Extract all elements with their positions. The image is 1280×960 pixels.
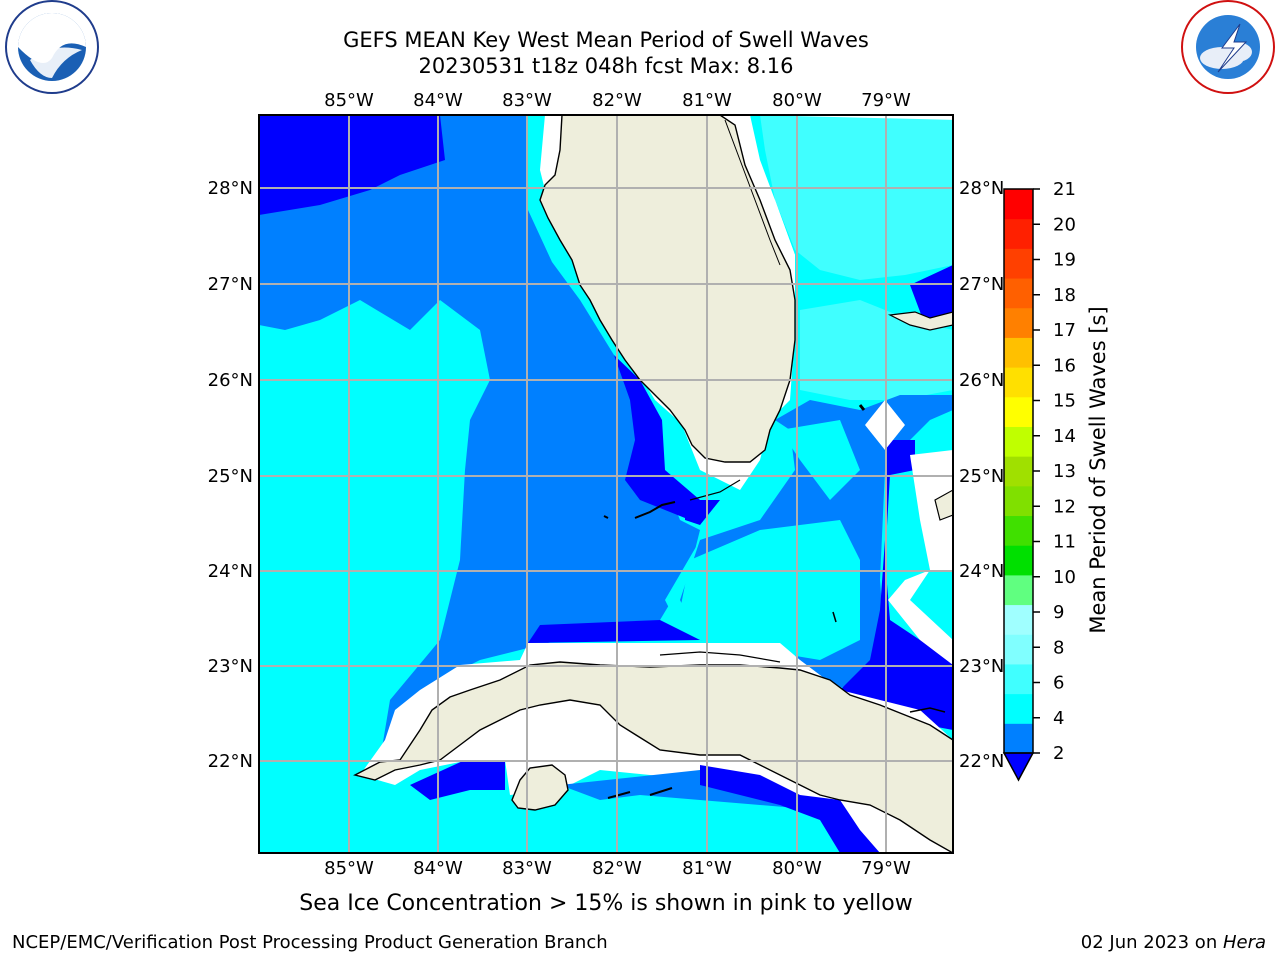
colorbar: 2 4 6 8 9 10 11 12 13 14 15 16 17 18 19 20 21 (1002, 179, 1076, 782)
colorbar-tick-label: 6 (1053, 673, 1064, 694)
lat-label: 23°N (959, 656, 1004, 677)
lon-label: 83°W (502, 90, 552, 111)
footer-date: 02 Jun 2023 on Hera (1081, 932, 1266, 953)
footer-host: Hera (1222, 932, 1266, 953)
colorbar-segment (1004, 604, 1033, 635)
lat-label: 28°N (959, 178, 1004, 199)
lon-label: 82°W (592, 858, 642, 879)
lon-label: 79°W (861, 858, 911, 879)
lat-label: 24°N (208, 561, 253, 582)
lon-label: 79°W (861, 90, 911, 111)
noaa-logo-icon: NOAA (5, 0, 99, 94)
colorbar-tick-label: 9 (1053, 602, 1064, 623)
footer-credit: NCEP/EMC/Verification Post Processing Pr… (12, 932, 608, 953)
sea-ice-caption: Sea Ice Concentration > 15% is shown in … (299, 891, 913, 916)
colorbar-tick-label: 21 (1053, 179, 1076, 200)
lon-label: 85°W (324, 858, 374, 879)
colorbar-label: Mean Period of Swell Waves [s] (1086, 306, 1110, 633)
lon-label: 81°W (682, 90, 732, 111)
lat-label: 22°N (959, 751, 1004, 772)
colorbar-segment (1004, 367, 1033, 398)
colorbar-tick-label: 18 (1053, 285, 1076, 306)
colorbar-tick-label: 10 (1053, 567, 1076, 588)
colorbar-segment (1004, 634, 1033, 665)
colorbar-tick-label: 15 (1053, 391, 1076, 412)
colorbar-segment (1004, 396, 1033, 427)
colorbar-segment (1004, 337, 1033, 368)
lon-label: 80°W (772, 858, 822, 879)
lon-label: 84°W (413, 90, 463, 111)
colorbar-segment (1004, 426, 1033, 457)
colorbar-tick-label: 20 (1053, 214, 1076, 235)
colorbar-extend-low (1002, 752, 1035, 782)
lat-labels-right: 28°N 27°N 26°N 25°N 24°N 23°N 22°N (959, 178, 1004, 772)
colorbar-segment (1004, 515, 1033, 546)
lat-labels-left: 28°N 27°N 26°N 25°N 24°N 23°N 22°N (208, 178, 253, 772)
footer-date-text: 02 Jun 2023 on (1080, 932, 1223, 953)
lat-label: 27°N (959, 274, 1004, 295)
lon-label: 80°W (772, 90, 822, 111)
colorbar-segment (1004, 248, 1033, 279)
colorbar-tick-label: 8 (1053, 637, 1064, 658)
lon-labels-bottom: 85°W 84°W 83°W 82°W 81°W 80°W 79°W (324, 858, 911, 879)
map-plot (259, 115, 953, 853)
lat-label: 28°N (208, 178, 253, 199)
colorbar-segment (1004, 189, 1033, 220)
colorbar-segment (1004, 574, 1033, 606)
lon-label: 85°W (324, 90, 374, 111)
colorbar-tick-label: 17 (1053, 320, 1076, 341)
colorbar-segment (1004, 278, 1033, 309)
chart-title: GEFS MEAN Key West Mean Period of Swell … (343, 28, 869, 52)
lon-labels-top: 85°W 84°W 83°W 82°W 81°W 80°W 79°W (324, 90, 911, 111)
colorbar-tick-label: 19 (1053, 250, 1076, 271)
colorbar-tick-label: 14 (1053, 426, 1076, 447)
map-frame (258, 114, 954, 854)
lon-label: 81°W (682, 858, 732, 879)
chart-subtitle: 20230531 t18z 048h fcst Max: 8.16 (418, 54, 794, 78)
map-gridlines (259, 115, 953, 853)
lon-label: 83°W (502, 858, 552, 879)
lat-label: 25°N (959, 466, 1004, 487)
lon-label: 82°W (592, 90, 642, 111)
colorbar-segment (1004, 723, 1033, 754)
lat-label: 26°N (959, 370, 1004, 391)
colorbar-segment (1004, 663, 1033, 695)
colorbar-segment (1004, 485, 1033, 517)
colorbar-segment (1004, 307, 1033, 338)
colorbar-segment (1004, 545, 1033, 576)
colorbar-segment (1004, 693, 1033, 724)
lat-label: 22°N (208, 751, 253, 772)
colorbar-segment (1004, 456, 1033, 487)
nws-logo-icon (1181, 0, 1275, 94)
colorbar-tick-label: 11 (1053, 532, 1076, 553)
lon-label: 84°W (413, 858, 463, 879)
colorbar-tick-label: 4 (1053, 708, 1064, 729)
lat-label: 25°N (208, 466, 253, 487)
colorbar-segment (1004, 218, 1033, 249)
lat-label: 23°N (208, 656, 253, 677)
noaa-logo-text: NOAA (31, 23, 73, 38)
lat-label: 24°N (959, 561, 1004, 582)
colorbar-tick-label: 12 (1053, 496, 1076, 517)
lat-label: 27°N (208, 274, 253, 295)
lat-label: 26°N (208, 370, 253, 391)
colorbar-tick-label: 13 (1053, 461, 1076, 482)
colorbar-tick-label: 16 (1053, 355, 1076, 376)
colorbar-tick-label: 2 (1053, 743, 1064, 764)
